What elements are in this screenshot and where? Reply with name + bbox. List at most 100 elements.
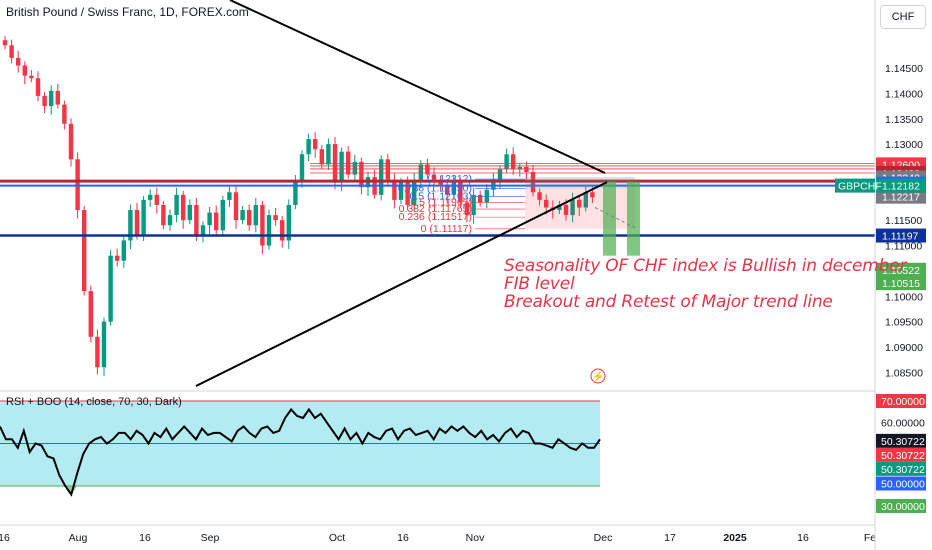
fib-level-label: 0.5 (1.11965) <box>410 196 472 208</box>
candle <box>544 199 549 208</box>
candle <box>115 255 120 261</box>
candle <box>280 220 285 241</box>
alert-icon <box>590 368 606 384</box>
y-tick-label: 1.13000 <box>885 139 923 151</box>
y-tick-label: 1.14000 <box>885 88 923 100</box>
rsi-label-bg <box>876 394 926 408</box>
candle <box>247 210 252 226</box>
price-label-bg <box>876 189 926 204</box>
price-pane[interactable]: 1 (1.12312)0.786 (1.12450)0.5 (1.12163)0… <box>0 0 875 392</box>
candle <box>359 161 364 188</box>
y-tick-label: 1.09000 <box>885 342 923 354</box>
candle <box>273 215 278 221</box>
candle <box>425 164 430 175</box>
fib-level-label: 0 (1.11117) <box>421 223 472 235</box>
candle <box>319 149 324 165</box>
target-bar <box>603 181 616 256</box>
alert-icon-glyph: ⚡ <box>591 370 604 383</box>
candle <box>174 194 179 216</box>
candle <box>227 192 232 200</box>
candle <box>2 40 8 46</box>
candle <box>35 78 41 96</box>
price-label-bg <box>876 276 926 291</box>
candle <box>260 204 265 246</box>
candle <box>431 174 437 180</box>
candle <box>82 210 87 292</box>
rsi-pane[interactable] <box>0 400 601 497</box>
x-tick-label: Oct <box>329 532 345 544</box>
y-axis: 1.145001.140001.135001.130001.125001.120… <box>835 0 926 550</box>
candle <box>148 194 153 200</box>
candle <box>464 202 470 216</box>
candle <box>392 179 397 200</box>
candle <box>537 192 542 200</box>
candle <box>570 199 575 216</box>
candle <box>108 255 113 322</box>
rsi-value-label: 50.30722 <box>876 433 926 448</box>
price-label-text: 1.12182 <box>882 181 920 193</box>
candle <box>590 192 595 198</box>
price-label-text: 1.12217 <box>882 192 920 204</box>
candle <box>207 212 212 226</box>
rsi-label-bg <box>876 461 926 476</box>
candle <box>62 104 67 124</box>
candle <box>154 194 159 205</box>
currency-selector[interactable]: CHF <box>880 5 926 29</box>
rsi-value-label: 50.30722 <box>876 461 926 476</box>
x-axis: 16 Aug 16 Sep Oct 16 Nov Dec 17 2025 16 Fe <box>0 524 876 544</box>
x-tick-label: Sep <box>201 532 220 544</box>
candle <box>398 182 404 200</box>
rsi-value-label: 50.00000 <box>876 476 926 491</box>
price-label-text: 1.10515 <box>882 278 920 290</box>
y-tick-label: 1.10000 <box>885 291 923 303</box>
candle <box>128 210 133 241</box>
candle <box>22 65 27 76</box>
rsi-value-label: 70.00000 <box>876 394 926 408</box>
x-tick-label: Nov <box>466 532 485 544</box>
price-label-bg <box>876 228 926 243</box>
candle <box>220 199 225 231</box>
chart-title: British Pound / Swiss Franc, 1D, FOREX.c… <box>6 5 249 19</box>
price-label-bg <box>876 262 926 277</box>
candle <box>563 204 569 216</box>
fib-level-label: 0.382 (1.11765) <box>399 203 472 215</box>
candle <box>233 192 239 221</box>
candle <box>9 45 14 58</box>
candle <box>55 90 60 105</box>
y-tick-label: 1.14500 <box>885 63 923 75</box>
rsi-label-bg <box>876 447 926 462</box>
candle <box>577 199 582 208</box>
x-tick-label: 17 <box>664 532 676 544</box>
candle <box>517 166 522 170</box>
candle <box>504 154 509 170</box>
rsi-label-text: 70.00000 <box>881 396 925 408</box>
x-tick-label: 16 <box>139 532 151 544</box>
candle <box>187 204 192 221</box>
candle <box>352 161 357 175</box>
price-label: 1.10515 <box>876 276 926 291</box>
candle <box>445 184 450 195</box>
rsi-label-bg <box>876 433 926 448</box>
descending-trendline <box>229 0 606 174</box>
candle <box>458 182 463 203</box>
candle <box>293 182 298 205</box>
candle <box>379 159 384 195</box>
x-tick-label: Dec <box>594 532 613 544</box>
fib-level-label: 1 (1.12312) <box>418 173 472 185</box>
candle <box>266 215 272 246</box>
price-label: 1.12182 <box>876 178 926 193</box>
candle <box>68 123 74 160</box>
annotation-seasonality: Seasonality OF CHF index is Bullish in d… <box>504 256 907 276</box>
candle <box>49 90 54 107</box>
symbol-tag-bg <box>835 178 875 193</box>
candle <box>405 182 410 205</box>
candle <box>101 321 107 368</box>
projection-dash <box>594 207 636 229</box>
fib-level-label: 0.236 (1.11517) <box>399 211 472 223</box>
fib-level-label: 0.786 (1.12450) <box>398 183 472 195</box>
candle <box>42 95 47 107</box>
candle <box>95 336 100 368</box>
ascending-trendline <box>195 181 608 387</box>
rsi-value-label: 50.30722 <box>876 447 926 462</box>
